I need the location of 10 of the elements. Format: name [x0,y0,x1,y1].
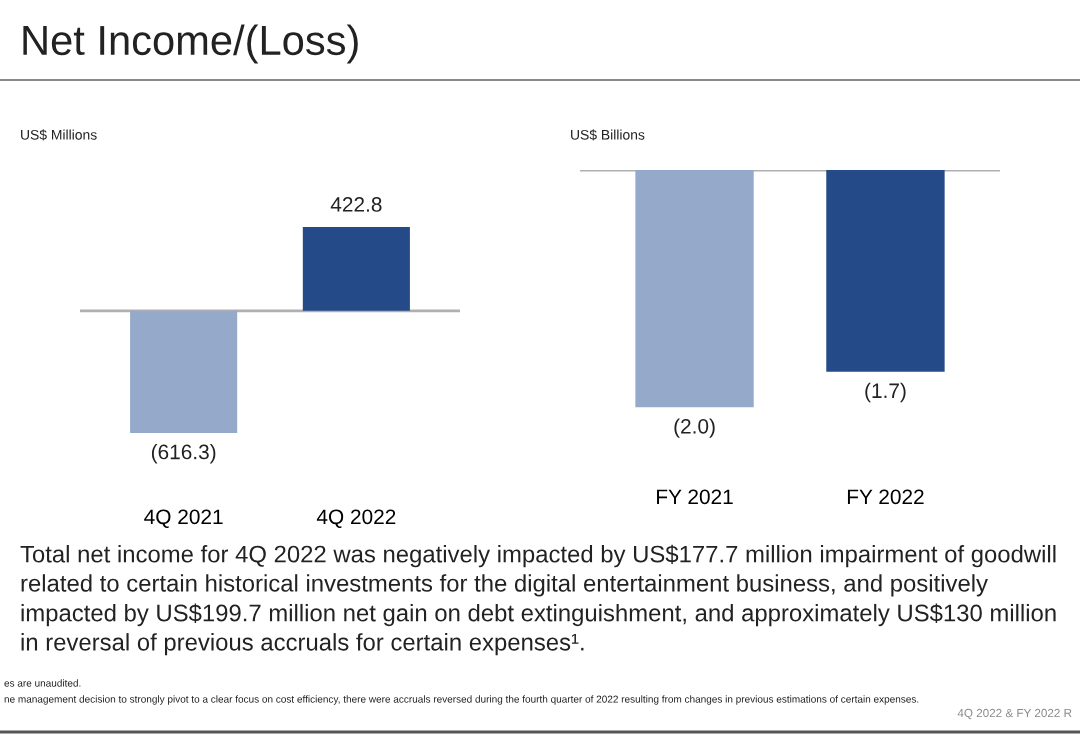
x-tick-label: 4Q 2022 [316,509,396,528]
x-tick-label: FY 2021 [657,489,733,505]
data-label: 422.8 [330,197,382,212]
chart-title: Net Income/(Loss) [23,24,358,64]
x-tick-label: 4Q 2021 [144,509,223,528]
data-label: (2.0) [674,418,715,438]
text: Total net income for 4Q 2022 was negatively impacted by US$177.7 million impairment of goodwill related to certain historical investments for the digital entertainment business, and positively impacted by US$199.7 million net gain on debt extinguishment, and approximately US$130 million in reversal of previous accruals for certain expenses¹. [20,544,1056,656]
x-tick-label: FY 2022 [847,489,924,505]
data-label: (1.7) [865,382,906,403]
data-label: (616.3) [151,444,216,464]
